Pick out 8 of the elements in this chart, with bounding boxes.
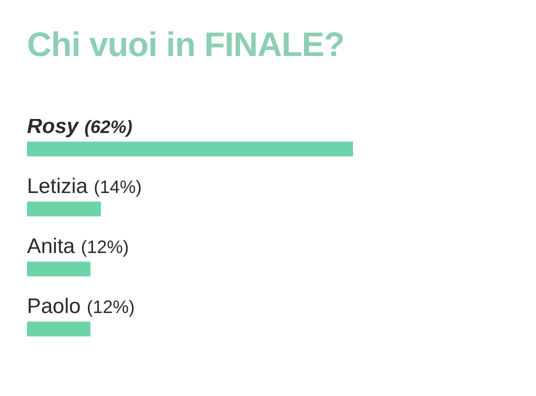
y-tick-label: Anita (27, 235, 76, 258)
data-label: (12%) (86, 297, 135, 317)
data-label: (14%) (94, 177, 142, 197)
y-tick-label: Letizia (27, 175, 88, 198)
chart-title: Chi vuoi in FINALE? (27, 26, 344, 65)
data-label: (62%) (84, 117, 132, 137)
y-tick-label: Paolo (27, 295, 81, 318)
data-label: (12%) (80, 237, 129, 257)
